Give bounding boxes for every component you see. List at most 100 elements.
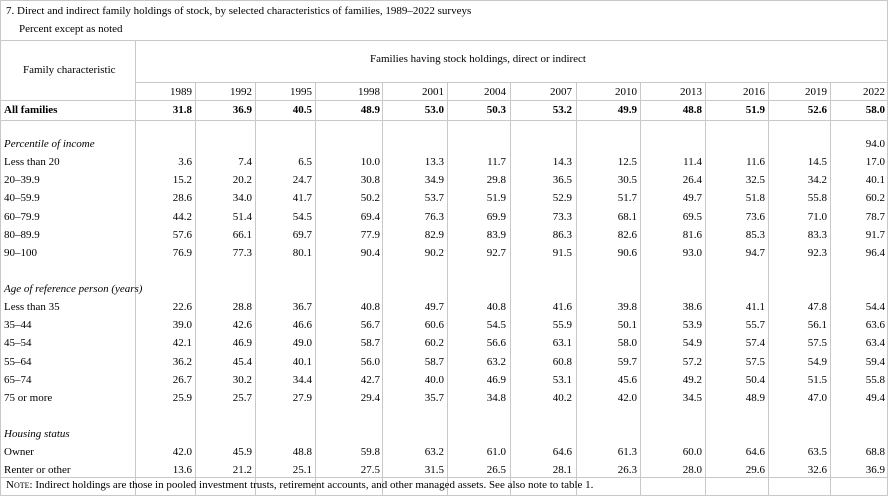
value-cell: 83.3 bbox=[807, 229, 827, 241]
value-cell: 68.1 bbox=[617, 211, 637, 223]
grid-hline bbox=[0, 495, 888, 496]
grid-hline bbox=[0, 100, 888, 101]
year-header: 2013 bbox=[680, 86, 702, 98]
grid-vline bbox=[510, 82, 511, 495]
row-label: 90–100 bbox=[4, 247, 37, 259]
row-label: 80–89.9 bbox=[4, 229, 40, 241]
value-cell: 36.7 bbox=[292, 301, 312, 313]
value-cell: 49.7 bbox=[424, 301, 444, 313]
value-cell: 85.3 bbox=[745, 229, 765, 241]
value-cell: 52.9 bbox=[552, 192, 572, 204]
value-cell: 38.6 bbox=[682, 301, 702, 313]
value-cell: 73.6 bbox=[745, 211, 765, 223]
value-cell: 51.7 bbox=[617, 192, 637, 204]
grid-hline bbox=[0, 477, 888, 478]
value-cell: 81.6 bbox=[682, 229, 702, 241]
value-cell: 47.8 bbox=[807, 301, 827, 313]
value-cell: 34.4 bbox=[292, 374, 312, 386]
value-cell: 53.9 bbox=[682, 319, 702, 331]
value-cell: 46.6 bbox=[292, 319, 312, 331]
value-cell: 27.5 bbox=[360, 464, 380, 476]
value-cell: 26.4 bbox=[682, 174, 702, 186]
row-label: Owner bbox=[4, 446, 34, 458]
value-cell: 90.2 bbox=[424, 247, 444, 259]
value-cell: 50.4 bbox=[745, 374, 765, 386]
value-cell: 53.2 bbox=[552, 104, 572, 116]
value-cell: 51.4 bbox=[232, 211, 252, 223]
grid-vline bbox=[382, 82, 383, 495]
value-cell: 51.9 bbox=[745, 104, 765, 116]
value-cell: 44.2 bbox=[172, 211, 192, 223]
value-cell: 11.7 bbox=[487, 156, 506, 168]
year-header: 1989 bbox=[170, 86, 192, 98]
row-header: Family characteristic bbox=[23, 64, 116, 76]
value-cell: 59.8 bbox=[360, 446, 380, 458]
value-cell: 48.9 bbox=[745, 392, 765, 404]
row-label: 65–74 bbox=[4, 374, 32, 386]
value-cell: 46.9 bbox=[232, 337, 252, 349]
grid-hline bbox=[0, 0, 888, 1]
value-cell: 66.1 bbox=[232, 229, 252, 241]
value-cell: 57.2 bbox=[682, 356, 702, 368]
value-cell: 76.9 bbox=[172, 247, 192, 259]
value-cell: 42.0 bbox=[617, 392, 637, 404]
grid-vline bbox=[315, 82, 316, 495]
year-header: 2001 bbox=[422, 86, 444, 98]
value-cell: 34.8 bbox=[486, 392, 506, 404]
value-cell: 26.5 bbox=[486, 464, 506, 476]
value-cell: 90.6 bbox=[617, 247, 637, 259]
grid-vline bbox=[447, 82, 448, 495]
value-cell: 26.3 bbox=[617, 464, 637, 476]
value-cell: 13.6 bbox=[172, 464, 192, 476]
value-cell: 17.0 bbox=[865, 156, 885, 168]
year-header: 1995 bbox=[290, 86, 312, 98]
value-cell: 61.0 bbox=[486, 446, 506, 458]
row-label: 55–64 bbox=[4, 356, 32, 368]
value-cell: 59.4 bbox=[865, 356, 885, 368]
value-cell: 49.0 bbox=[292, 337, 312, 349]
value-cell: 3.6 bbox=[178, 156, 192, 168]
table-title: 7. Direct and indirect family holdings o… bbox=[6, 5, 472, 17]
value-cell: 11.4 bbox=[683, 156, 702, 168]
value-cell: 46.9 bbox=[486, 374, 506, 386]
value-cell: 21.2 bbox=[232, 464, 252, 476]
value-cell: 32.6 bbox=[807, 464, 827, 476]
value-cell: 34.2 bbox=[807, 174, 827, 186]
value-cell: 31.5 bbox=[424, 464, 444, 476]
value-cell: 58.7 bbox=[360, 337, 380, 349]
value-cell: 56.6 bbox=[486, 337, 506, 349]
value-cell: 28.0 bbox=[682, 464, 702, 476]
value-cell: 58.0 bbox=[865, 104, 885, 116]
value-cell: 63.6 bbox=[865, 319, 885, 331]
value-cell: 10.0 bbox=[360, 156, 380, 168]
value-cell: 54.9 bbox=[682, 337, 702, 349]
value-cell: 77.9 bbox=[360, 229, 380, 241]
value-cell: 27.9 bbox=[292, 392, 312, 404]
value-cell: 35.7 bbox=[424, 392, 444, 404]
note-label: Note: bbox=[6, 479, 33, 491]
value-cell: 34.0 bbox=[232, 192, 252, 204]
value-cell: 49.9 bbox=[617, 104, 637, 116]
value-cell: 82.9 bbox=[424, 229, 444, 241]
value-cell: 55.8 bbox=[807, 192, 827, 204]
value-cell: 50.1 bbox=[617, 319, 637, 331]
value-cell: 51.8 bbox=[745, 192, 765, 204]
row-label: Less than 20 bbox=[4, 156, 60, 168]
value-cell: 45.4 bbox=[232, 356, 252, 368]
note-text: Indirect holdings are those in pooled in… bbox=[35, 479, 594, 491]
value-cell: 96.4 bbox=[865, 247, 885, 259]
value-cell: 55.9 bbox=[552, 319, 572, 331]
value-cell: 56.1 bbox=[807, 319, 827, 331]
value-cell: 14.5 bbox=[807, 156, 827, 168]
value-cell: 82.6 bbox=[617, 229, 637, 241]
value-cell: 57.5 bbox=[745, 356, 765, 368]
grid-vline bbox=[255, 82, 256, 495]
value-cell: 39.8 bbox=[617, 301, 637, 313]
value-cell: 42.1 bbox=[172, 337, 192, 349]
value-cell: 78.7 bbox=[865, 211, 885, 223]
value-cell: 63.5 bbox=[807, 446, 827, 458]
value-cell: 53.0 bbox=[424, 104, 444, 116]
group-header: Families having stock holdings, direct o… bbox=[370, 53, 586, 65]
value-cell: 47.0 bbox=[807, 392, 827, 404]
section-heading: Age of reference person (years) bbox=[4, 283, 143, 295]
